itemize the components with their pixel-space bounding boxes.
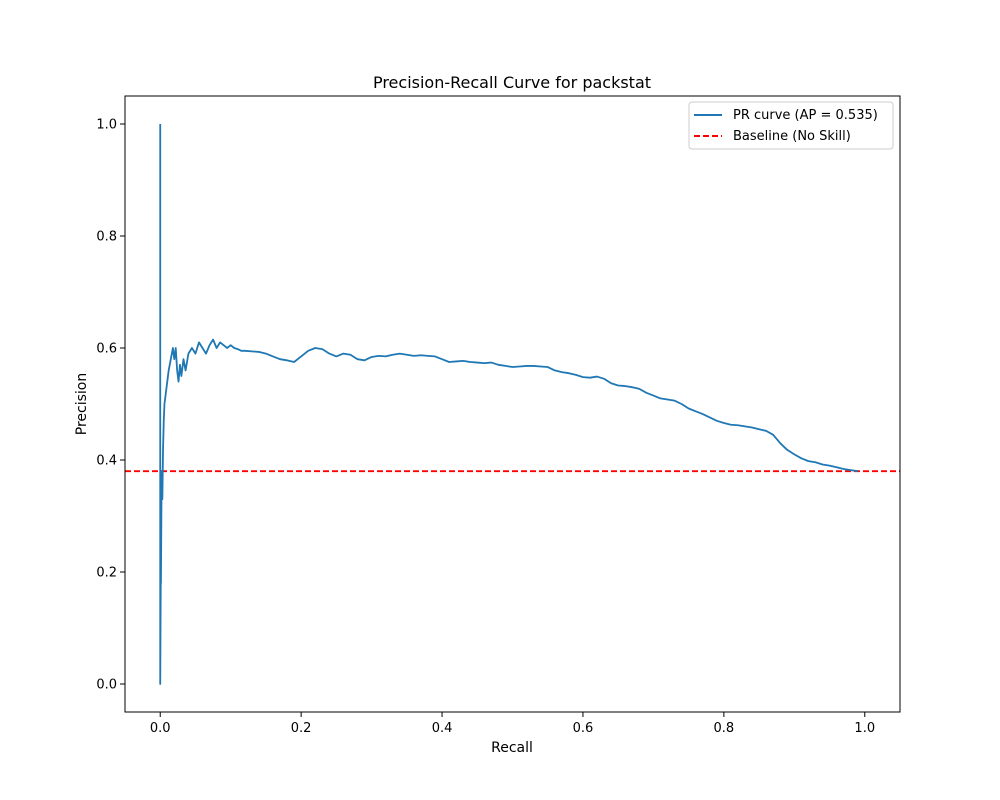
x-axis-ticks: 0.0 0.2 0.4 0.6 0.8 1.0 [150, 712, 875, 736]
y-tick-label: 0.4 [96, 454, 117, 469]
x-tick-label: 1.0 [854, 721, 875, 736]
y-tick-label: 0.2 [96, 566, 117, 581]
y-tick-label: 0.0 [96, 678, 117, 693]
chart-title: Precision-Recall Curve for packstat [373, 73, 651, 92]
series-layer [125, 124, 900, 685]
x-tick-label: 0.6 [573, 721, 594, 736]
y-axis-ticks: 0.0 0.2 0.4 0.6 0.8 1.0 [96, 118, 125, 693]
y-tick-label: 0.8 [96, 230, 117, 245]
y-tick-label: 1.0 [96, 118, 117, 133]
plot-area [124, 95, 901, 713]
y-tick-label: 0.6 [96, 342, 117, 357]
y-axis-label: Precision [74, 373, 90, 435]
legend-label-pr-curve: PR curve (AP = 0.535) [733, 108, 878, 123]
x-tick-label: 0.2 [291, 721, 312, 736]
pr-curve-line [159, 124, 858, 685]
plot-frame [124, 95, 901, 713]
legend-frame [688, 101, 894, 150]
x-tick-label: 0.8 [714, 721, 735, 736]
x-axis-label: Recall [491, 740, 533, 756]
x-tick-label: 0.4 [432, 721, 453, 736]
legend-label-baseline: Baseline (No Skill) [733, 129, 851, 144]
legend: PR curve (AP = 0.535) Baseline (No Skill… [688, 101, 894, 150]
x-tick-label: 0.0 [150, 721, 171, 736]
